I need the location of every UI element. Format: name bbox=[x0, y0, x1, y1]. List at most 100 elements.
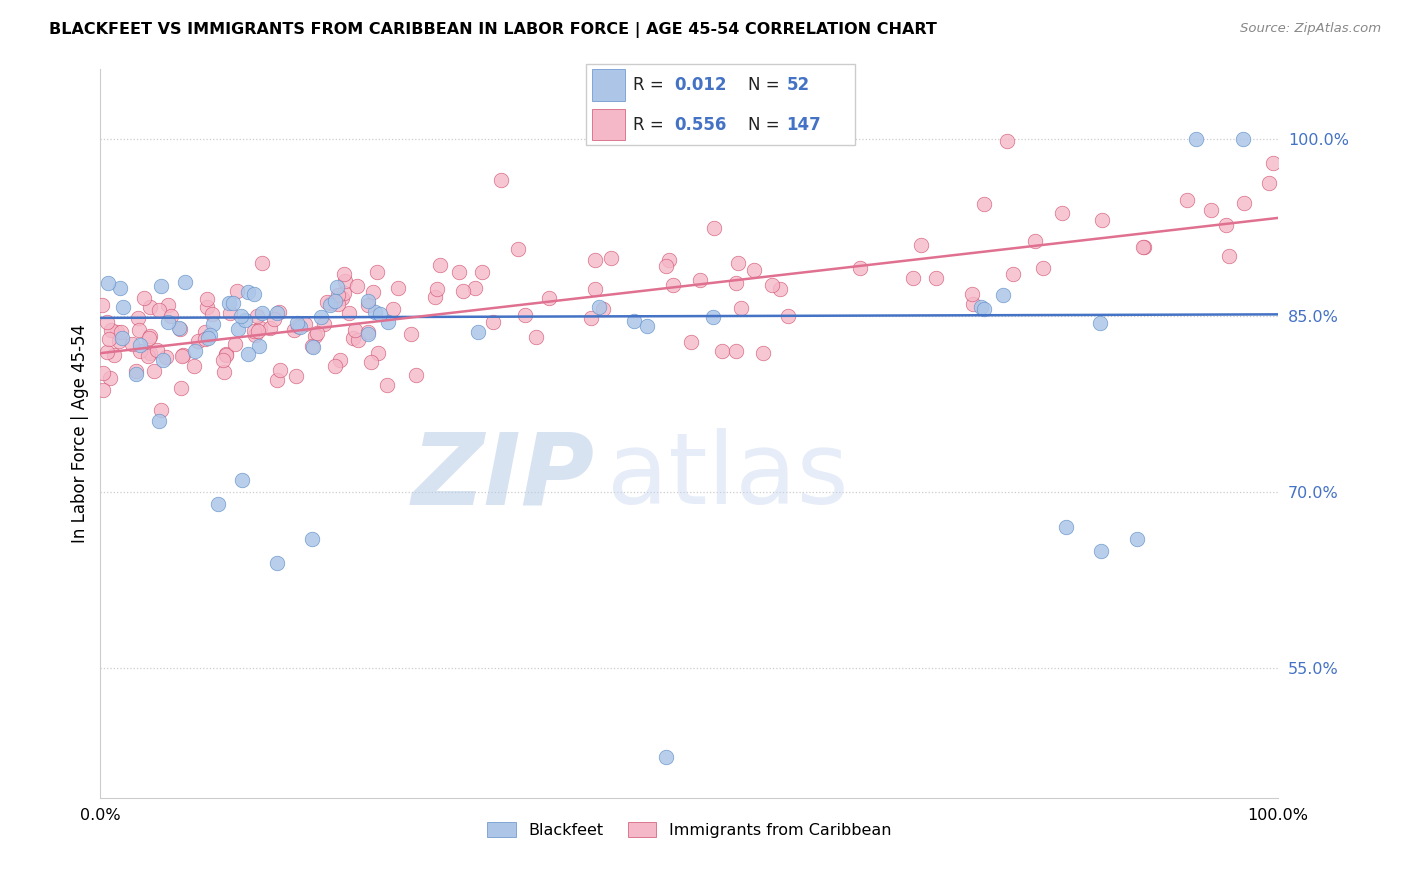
Point bbox=[367, 346, 389, 360]
Point bbox=[195, 300, 218, 314]
Point bbox=[142, 364, 165, 378]
Point bbox=[405, 368, 427, 383]
Point bbox=[360, 355, 382, 369]
Point bbox=[155, 351, 177, 365]
Point bbox=[689, 273, 711, 287]
Point bbox=[285, 316, 308, 330]
Point bbox=[128, 323, 150, 337]
Point bbox=[127, 311, 149, 326]
Point bbox=[464, 281, 486, 295]
Text: R =: R = bbox=[633, 116, 669, 134]
Point bbox=[149, 279, 172, 293]
Point bbox=[361, 285, 384, 300]
Point bbox=[128, 338, 150, 352]
Point bbox=[969, 300, 991, 314]
Point bbox=[329, 353, 352, 368]
Point bbox=[333, 267, 356, 281]
Point bbox=[314, 317, 336, 331]
Point bbox=[1001, 267, 1024, 281]
Point bbox=[183, 359, 205, 373]
Point bbox=[776, 309, 799, 323]
Point bbox=[323, 359, 346, 373]
Point bbox=[197, 331, 219, 345]
Point bbox=[243, 328, 266, 343]
Point bbox=[1126, 532, 1149, 546]
Point bbox=[174, 275, 197, 289]
Point bbox=[134, 291, 156, 305]
Point bbox=[290, 319, 312, 334]
Point bbox=[637, 318, 659, 333]
Point bbox=[231, 473, 253, 487]
Point bbox=[447, 265, 470, 279]
Point bbox=[215, 348, 238, 362]
Point bbox=[157, 315, 180, 329]
FancyBboxPatch shape bbox=[592, 109, 624, 140]
Point bbox=[524, 330, 547, 344]
Point bbox=[169, 320, 191, 334]
Point bbox=[233, 313, 256, 327]
Point bbox=[702, 310, 724, 325]
Point bbox=[730, 301, 752, 315]
Point bbox=[679, 335, 702, 350]
Point bbox=[429, 258, 451, 272]
Point bbox=[146, 343, 169, 357]
Point bbox=[471, 265, 494, 279]
Point bbox=[357, 298, 380, 312]
Point bbox=[1091, 212, 1114, 227]
Point bbox=[1032, 261, 1054, 276]
Point bbox=[426, 282, 449, 296]
Point bbox=[97, 276, 120, 290]
Point bbox=[357, 326, 380, 341]
Point bbox=[170, 349, 193, 363]
Point bbox=[724, 276, 747, 290]
Text: ZIP: ZIP bbox=[412, 428, 595, 525]
Point bbox=[172, 348, 194, 362]
Point bbox=[655, 259, 678, 273]
Point bbox=[98, 370, 121, 384]
Point bbox=[236, 285, 259, 299]
Point bbox=[301, 338, 323, 352]
Point bbox=[725, 343, 748, 358]
Point bbox=[357, 294, 380, 309]
Point bbox=[243, 286, 266, 301]
Point bbox=[1199, 202, 1222, 217]
Point bbox=[96, 315, 118, 329]
FancyBboxPatch shape bbox=[592, 70, 624, 101]
Point bbox=[925, 270, 948, 285]
Point bbox=[1215, 218, 1237, 232]
Point bbox=[250, 256, 273, 270]
Point bbox=[207, 497, 229, 511]
Point bbox=[703, 221, 725, 235]
Point bbox=[283, 323, 305, 337]
Point bbox=[592, 301, 614, 316]
Point bbox=[323, 293, 346, 308]
Text: BLACKFEET VS IMMIGRANTS FROM CARIBBEAN IN LABOR FORCE | AGE 45-54 CORRELATION CH: BLACKFEET VS IMMIGRANTS FROM CARIBBEAN I… bbox=[49, 22, 936, 38]
Point bbox=[482, 314, 505, 328]
Point bbox=[1184, 132, 1206, 146]
Point bbox=[342, 331, 364, 345]
Point bbox=[993, 288, 1015, 302]
Point bbox=[357, 326, 380, 340]
Point bbox=[93, 366, 115, 380]
Point bbox=[125, 364, 148, 378]
Point bbox=[1132, 240, 1154, 254]
Point bbox=[761, 278, 783, 293]
Point bbox=[423, 290, 446, 304]
Point bbox=[661, 278, 683, 293]
Point bbox=[1088, 316, 1111, 330]
Text: R =: R = bbox=[633, 76, 669, 94]
Point bbox=[399, 327, 422, 342]
Point bbox=[333, 274, 356, 288]
Point bbox=[108, 281, 131, 295]
Point bbox=[1054, 520, 1077, 534]
Point bbox=[148, 414, 170, 428]
Point bbox=[710, 344, 733, 359]
Point bbox=[333, 285, 356, 300]
Point bbox=[129, 344, 152, 359]
Point bbox=[219, 306, 242, 320]
Point bbox=[588, 300, 610, 314]
Point bbox=[198, 328, 221, 343]
Point bbox=[103, 348, 125, 362]
Point bbox=[111, 300, 134, 314]
Point bbox=[337, 306, 360, 320]
